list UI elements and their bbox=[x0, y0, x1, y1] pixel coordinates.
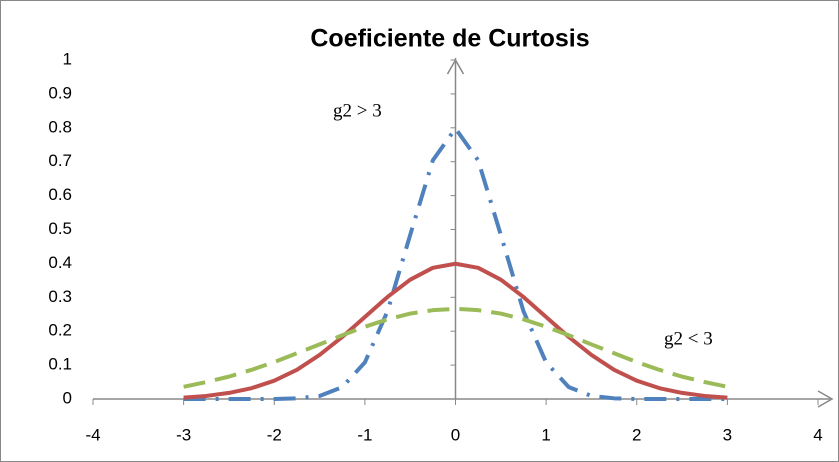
y-tick-label: 0.6 bbox=[48, 185, 72, 204]
y-tick-label: 0.8 bbox=[48, 117, 72, 136]
y-tick-label: 0.9 bbox=[48, 83, 72, 102]
y-tick-label: 0.2 bbox=[48, 321, 72, 340]
x-tick-label: 2 bbox=[632, 425, 641, 444]
y-tick-label: 0.4 bbox=[48, 253, 72, 272]
y-tick-label: 0.3 bbox=[48, 287, 72, 306]
annotation: g2 < 3 bbox=[664, 328, 713, 349]
x-tick-label: 0 bbox=[451, 425, 460, 444]
series-line bbox=[183, 126, 728, 401]
x-tick-label: 3 bbox=[723, 425, 732, 444]
y-tick-label: 0.5 bbox=[48, 219, 72, 238]
x-tick-label: 1 bbox=[541, 425, 550, 444]
x-tick-label: 4 bbox=[813, 425, 822, 444]
y-tick-label: 0.7 bbox=[48, 151, 72, 170]
x-tick-label: -3 bbox=[176, 425, 191, 444]
y-tick-label: 0 bbox=[63, 388, 72, 407]
y-tick-label: 0.1 bbox=[48, 355, 72, 374]
x-tick-label: -1 bbox=[357, 425, 372, 444]
x-axis-arrow bbox=[817, 390, 834, 408]
x-tick-label: -2 bbox=[267, 425, 282, 444]
annotation: g2 > 3 bbox=[333, 100, 382, 121]
series-line bbox=[183, 261, 728, 400]
x-tick-label: -4 bbox=[85, 425, 100, 444]
chart-title: Coeficiente de Curtosis bbox=[310, 25, 589, 53]
y-tick-label: 1 bbox=[63, 49, 72, 68]
